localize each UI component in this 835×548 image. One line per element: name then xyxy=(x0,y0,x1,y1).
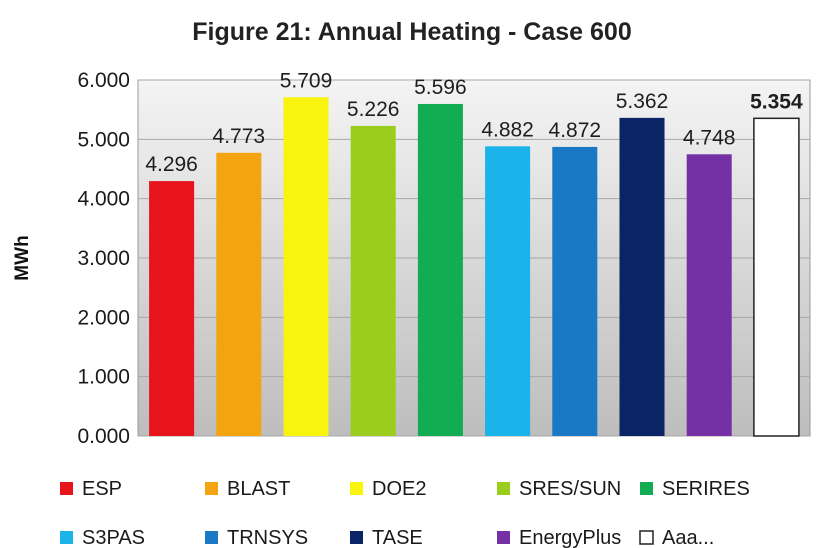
y-tick-label: 0.000 xyxy=(77,425,130,448)
legend-swatch xyxy=(350,531,363,544)
data-label: 4.872 xyxy=(549,119,602,142)
legend-label: ESP xyxy=(82,478,122,500)
chart-title: Figure 21: Annual Heating - Case 600 xyxy=(192,18,631,46)
legend-label: TASE xyxy=(372,527,423,548)
bar-aaa- xyxy=(753,117,800,437)
legend-swatch xyxy=(640,482,653,495)
bar-blast xyxy=(216,152,262,436)
y-tick-label: 2.000 xyxy=(77,306,130,329)
y-tick-label: 6.000 xyxy=(77,69,130,92)
legend-swatch xyxy=(205,482,218,495)
data-label: 5.362 xyxy=(616,90,669,113)
legend-label: TRNSYS xyxy=(227,527,308,548)
bar-energyplus xyxy=(686,154,732,436)
legend-swatch xyxy=(497,531,510,544)
bar-serires xyxy=(417,103,463,436)
legend-swatch xyxy=(350,482,363,495)
y-tick-label: 1.000 xyxy=(77,366,130,389)
legend-label: DOE2 xyxy=(372,478,426,500)
y-tick-label: 3.000 xyxy=(77,247,130,270)
bar-tase xyxy=(619,117,665,436)
legend-label: SERIRES xyxy=(662,478,750,500)
bars xyxy=(149,97,800,437)
data-label: 5.596 xyxy=(414,76,467,99)
legend-swatch xyxy=(205,531,218,544)
legend-swatch xyxy=(639,530,654,545)
data-label: 5.709 xyxy=(280,69,333,92)
data-labels: 4.296 4.773 5.709 5.226 5.596 4.882 4.872 5.362… xyxy=(145,69,803,176)
data-label: 5.226 xyxy=(347,98,400,121)
legend-swatch xyxy=(497,482,510,495)
bar-doe2 xyxy=(283,97,329,437)
legend-label: SRES/SUN xyxy=(519,478,621,500)
bar-trnsys xyxy=(552,146,598,437)
y-tick-label: 5.000 xyxy=(77,128,130,151)
y-tick-label: 4.000 xyxy=(77,188,130,211)
legend-swatch xyxy=(60,482,73,495)
y-axis-label: MWh xyxy=(12,235,33,280)
bar-s3pas xyxy=(485,146,531,437)
data-label: 4.773 xyxy=(213,125,266,148)
y-axis-ticks: 0.000 1.000 2.000 3.000 4.000 5.000 6.000 xyxy=(77,69,130,448)
legend: ESP BLAST DOE2 SRES/SUN SERIRES S3PAS TRNSYS TA… xyxy=(60,478,750,548)
bar-esp xyxy=(149,181,195,436)
data-label: 5.354 xyxy=(750,90,803,113)
legend-label: S3PAS xyxy=(82,527,145,548)
data-label: 4.296 xyxy=(145,153,198,176)
bar-sres-sun xyxy=(350,125,396,436)
legend-swatch xyxy=(60,531,73,544)
legend-label: Aaa... xyxy=(662,527,714,548)
legend-label: EnergyPlus xyxy=(519,527,621,548)
data-label: 4.748 xyxy=(683,126,736,149)
legend-label: BLAST xyxy=(227,478,290,500)
data-label: 4.882 xyxy=(481,118,534,141)
